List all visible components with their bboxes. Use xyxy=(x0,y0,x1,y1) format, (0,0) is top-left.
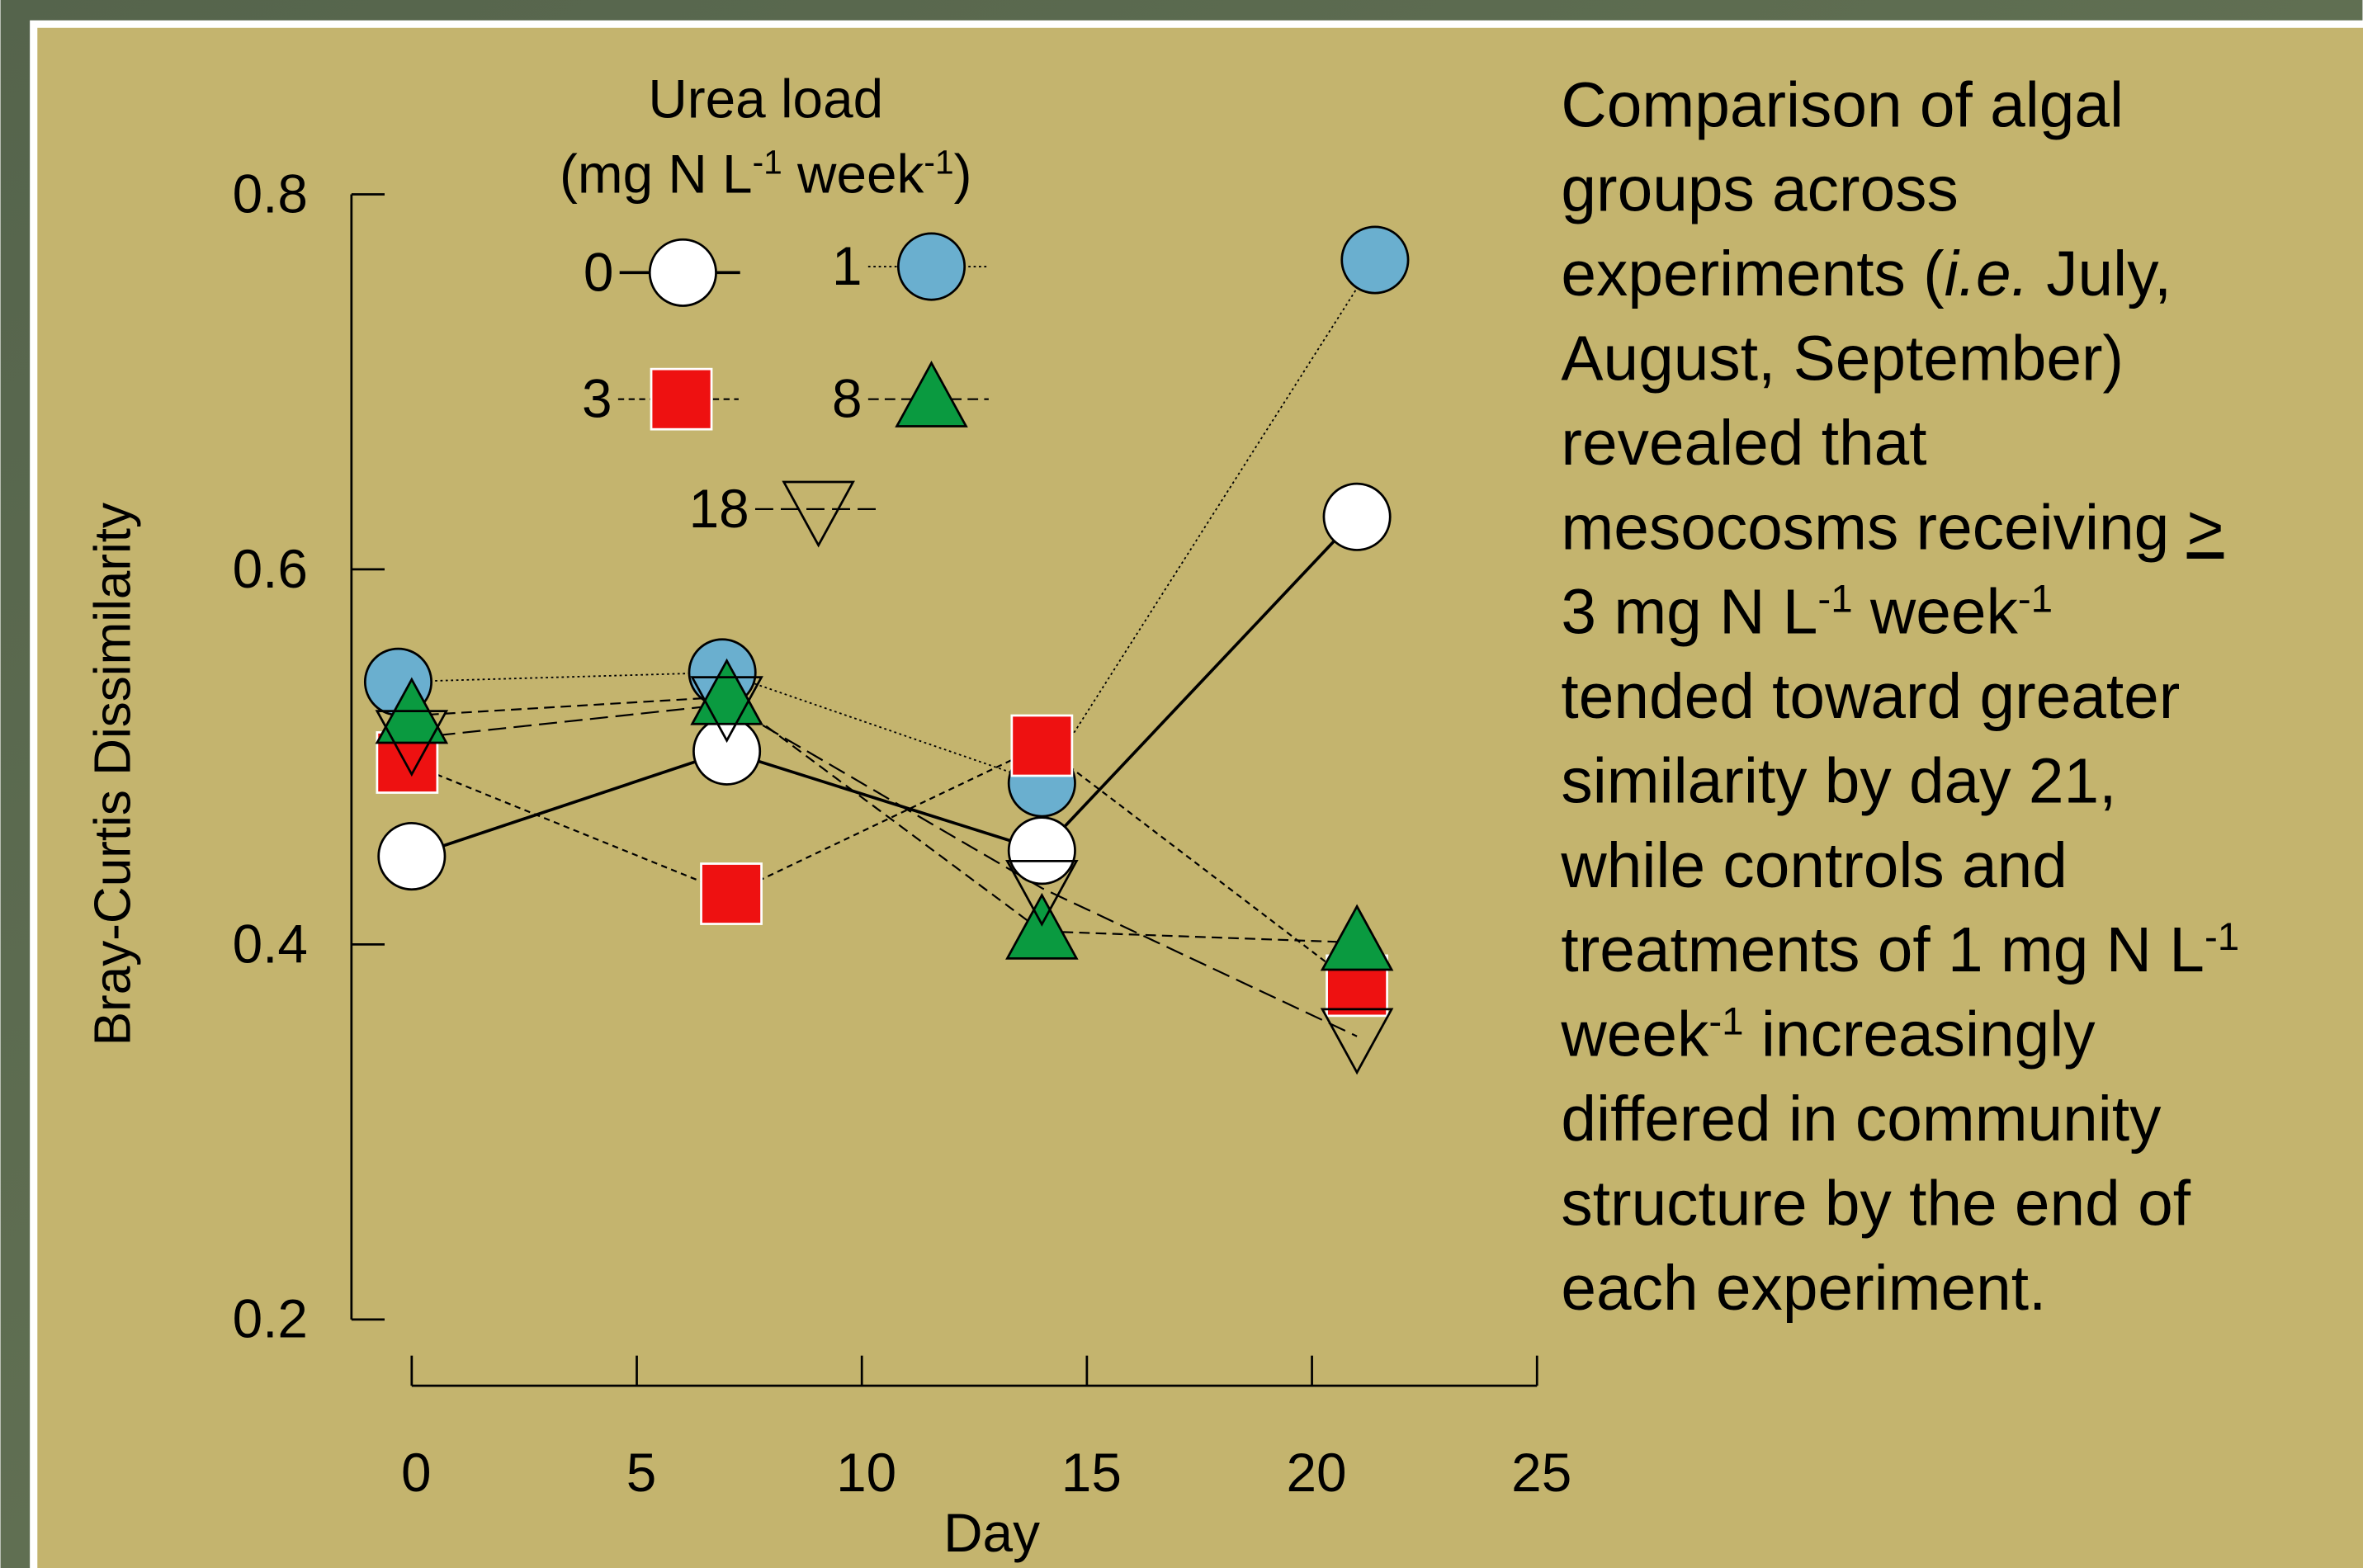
y-tick-label: 0.6 xyxy=(233,539,308,599)
x-tick-label: 5 xyxy=(626,1443,657,1503)
text-run: August, September) xyxy=(1561,324,2124,394)
legend-marker xyxy=(648,238,717,307)
text-run: -1 xyxy=(2018,577,2053,621)
text-run: 3 mg N L xyxy=(1561,578,1817,648)
text-line: each experiment. xyxy=(1561,1254,2046,1324)
marker xyxy=(377,822,447,891)
text-run: differed in community xyxy=(1561,1084,2162,1155)
text-line: experiments (i.e. July, xyxy=(1561,239,2172,309)
marker xyxy=(1005,859,1079,927)
text-line: similarity by day 21, xyxy=(1561,746,2116,816)
text-run: week xyxy=(1560,1000,1709,1070)
marker xyxy=(375,710,449,777)
y-tick-label: 0.8 xyxy=(233,163,308,224)
marker xyxy=(1007,816,1076,886)
legend-label: 3 xyxy=(582,369,612,429)
text-line: mesocosms receiving > xyxy=(1561,493,2224,563)
text-line: differed in community xyxy=(1561,1084,2162,1155)
y-tick-label: 0.2 xyxy=(233,1289,308,1349)
legend-label: 1 xyxy=(832,236,862,296)
text-line: treatments of 1 mg N L-1 xyxy=(1561,915,2239,985)
legend-marker xyxy=(895,361,968,427)
text-run: experiments ( xyxy=(1561,239,1945,309)
text-run: (mg N L xyxy=(560,144,753,205)
text-run: week xyxy=(782,144,924,205)
legend-marker xyxy=(782,480,855,548)
text-run: -1 xyxy=(2205,915,2239,959)
text-run: ) xyxy=(954,144,972,205)
text-run: -1 xyxy=(1817,577,1852,621)
text-run: increasingly xyxy=(1744,1000,2096,1070)
text-run: Comparison of algal xyxy=(1561,70,2124,140)
text-run: -1 xyxy=(753,144,782,182)
y-tick-label: 0.4 xyxy=(233,914,308,974)
text-line: Urea load xyxy=(648,68,883,129)
y-axis-label: Bray-Curtis Dissimilarity xyxy=(85,503,142,1046)
x-tick-label: 15 xyxy=(1061,1443,1122,1503)
text-run: -1 xyxy=(924,144,953,182)
text-run: treatments of 1 mg N L xyxy=(1561,915,2205,985)
text-line: 3 mg N L-1 week-1 xyxy=(1561,577,2053,648)
series-line xyxy=(411,703,1358,1037)
marker xyxy=(1005,892,1079,960)
x-tick-label: 25 xyxy=(1511,1443,1571,1503)
marker xyxy=(1010,714,1074,777)
text-line: groups across xyxy=(1561,155,1958,225)
text-run: i.e. xyxy=(1945,239,2029,309)
text-line: structure by the end of xyxy=(1561,1169,2191,1239)
text-line: revealed that xyxy=(1561,409,1926,479)
marker xyxy=(1340,225,1410,295)
series-line xyxy=(406,744,1358,987)
x-tick-label: 10 xyxy=(836,1443,896,1503)
marker xyxy=(1320,1008,1394,1075)
text-run: -1 xyxy=(1708,999,1743,1043)
legend-label: 0 xyxy=(584,242,614,302)
marker xyxy=(692,716,762,786)
marker xyxy=(1320,904,1394,971)
text-run: each experiment. xyxy=(1561,1254,2046,1324)
x-tick-label: 20 xyxy=(1286,1443,1346,1503)
text-line: Comparison of algal xyxy=(1561,70,2124,140)
legend-marker xyxy=(650,367,713,431)
text-run: Urea load xyxy=(648,68,883,129)
text-line: tended toward greater xyxy=(1561,662,2180,732)
x-axis-label: Day xyxy=(943,1503,1040,1563)
text-run: while controls and xyxy=(1560,831,2067,901)
legend-label: 18 xyxy=(689,479,749,539)
text-run: week xyxy=(1853,578,2019,648)
marker xyxy=(1322,482,1392,551)
marker xyxy=(690,676,763,744)
legend-label: 8 xyxy=(832,369,862,429)
text-run: > xyxy=(2187,493,2224,563)
legend-marker xyxy=(896,232,966,301)
text-run: tended toward greater xyxy=(1561,662,2180,732)
text-run: mesocosms receiving xyxy=(1561,493,2186,563)
text-line: week-1 increasingly xyxy=(1560,999,2096,1070)
x-tick-label: 0 xyxy=(401,1443,432,1503)
panel xyxy=(30,20,2363,1568)
series-line xyxy=(411,516,1359,858)
text-run: revealed that xyxy=(1561,409,1926,479)
text-run: July, xyxy=(2029,239,2172,309)
text-line: while controls and xyxy=(1560,831,2067,901)
text-line: August, September) xyxy=(1561,324,2124,394)
text-run: similarity by day 21, xyxy=(1561,746,2116,816)
series-line xyxy=(411,696,1358,944)
text-run: structure by the end of xyxy=(1561,1169,2191,1239)
marker xyxy=(700,862,763,925)
text-run: groups across xyxy=(1561,155,1958,225)
text-line: (mg N L-1 week-1) xyxy=(560,144,972,205)
